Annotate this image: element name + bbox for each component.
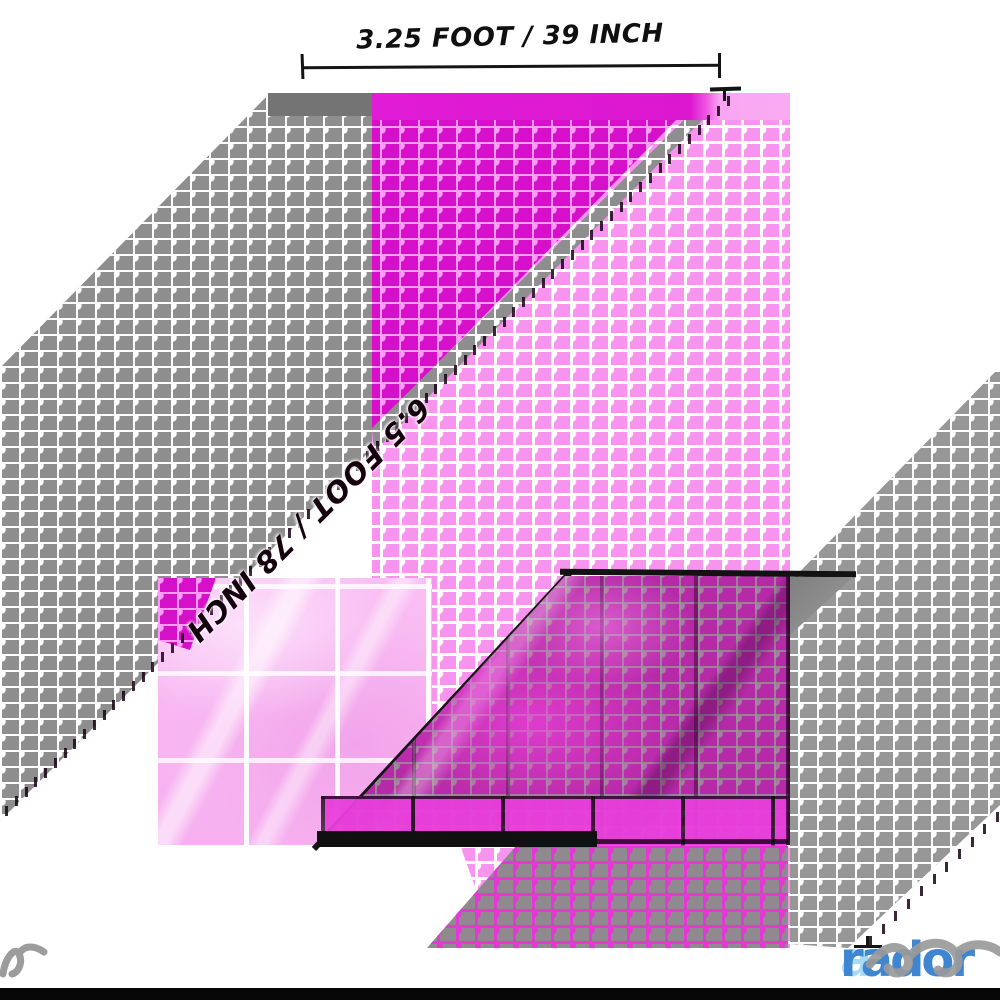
tick-mark-icon	[300, 53, 305, 80]
scribble-watermark-icon	[865, 938, 1000, 978]
gray-curtain-top-band	[268, 93, 374, 116]
foil-closeup-right-border-bottom-thin	[597, 839, 788, 844]
tick-mark-icon	[718, 53, 721, 78]
tick-mark-icon	[854, 945, 882, 948]
foil-closeup-right-border-right	[786, 576, 790, 845]
bottom-black-bar	[0, 988, 1000, 1000]
tick-mark-icon	[866, 936, 869, 946]
watermark-logo: a rador	[836, 930, 1000, 988]
pink-curtain-top-band	[372, 93, 790, 120]
scribble-watermark-icon	[0, 943, 48, 978]
tick-mark-icon	[723, 91, 726, 101]
width-dimension-label: 3.25 FOOT / 39 INCH	[355, 18, 665, 56]
width-dimension-line	[302, 63, 722, 70]
foil-closeup-right-border-bottom	[317, 831, 597, 847]
watermark-first-letter: a	[840, 932, 872, 988]
